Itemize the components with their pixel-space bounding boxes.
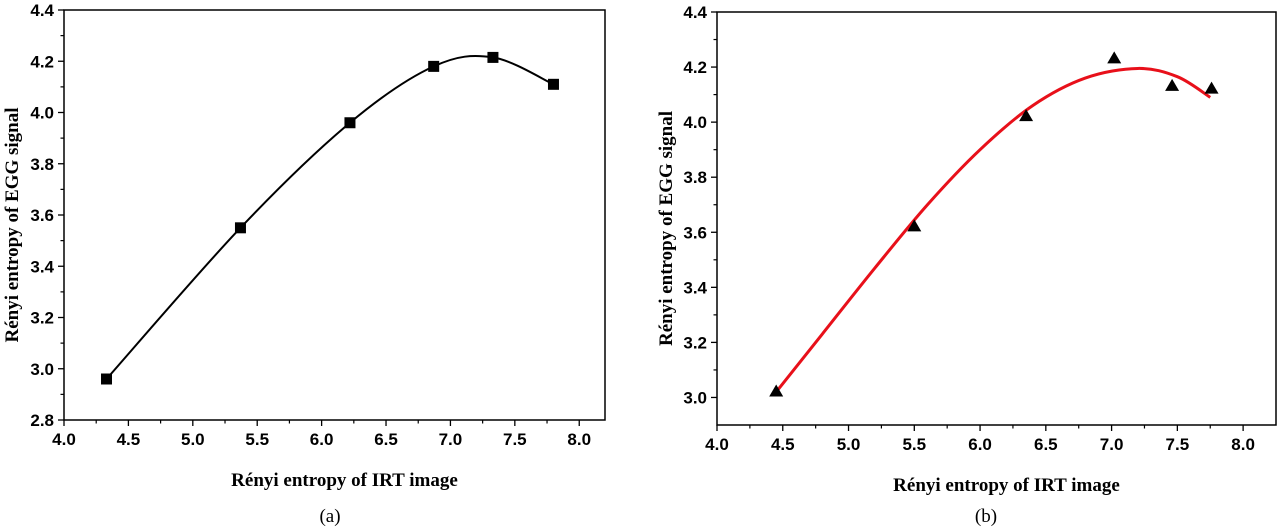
y-tick-label: 4.2 <box>683 58 707 77</box>
data-point <box>547 78 559 90</box>
x-tick-label: 5.0 <box>837 435 861 454</box>
y-tick-label: 3.4 <box>30 257 54 276</box>
data-point <box>234 222 246 234</box>
x-tick-label: 4.5 <box>117 430 141 449</box>
x-tick-label: 4.5 <box>771 435 795 454</box>
data-point <box>101 373 113 385</box>
x-tick-label: 5.5 <box>245 430 269 449</box>
y-tick-label: 3.2 <box>683 333 707 352</box>
x-tick-label: 7.0 <box>439 430 463 449</box>
x-tick-label: 5.0 <box>181 430 205 449</box>
panel-caption: (b) <box>975 506 997 527</box>
x-tick-label: 4.0 <box>705 435 729 454</box>
fit-curve <box>775 66 1212 393</box>
y-tick-label: 3.8 <box>30 155 54 174</box>
data-point <box>1107 51 1122 64</box>
panel-caption: (a) <box>319 506 340 527</box>
y-tick-label: 3.6 <box>683 223 707 242</box>
y-tick-label: 4.4 <box>683 3 707 22</box>
data-point <box>428 60 440 72</box>
x-tick-label: 7.5 <box>1166 435 1190 454</box>
plot-frame <box>63 9 606 421</box>
data-point <box>769 384 784 397</box>
y-tick-label: 4.0 <box>683 113 707 132</box>
fit-curve <box>105 55 554 380</box>
x-tick-label: 6.5 <box>1034 435 1058 454</box>
x-axis-title: Rényi entropy of IRT image <box>893 475 1120 496</box>
x-tick-label: 8.0 <box>567 430 591 449</box>
data-point <box>1019 109 1034 122</box>
data-point <box>1204 81 1219 94</box>
chart-panel-b: 4.0 4.5 5.0 5.5 6.0 6.5 7.0 7.5 8.0 3.0 3.2 3.4 3.6 3… <box>656 3 1277 527</box>
y-tick-label: 3.0 <box>30 360 54 379</box>
x-tick-label: 5.5 <box>902 435 926 454</box>
y-tick-label: 2.8 <box>30 411 54 430</box>
plot-frame <box>716 11 1277 426</box>
chart-panel-a: 4.0 4.5 5.0 5.5 6.0 6.5 7.0 7.5 8.0 2.8 3.0 3.2 3.4 3… <box>2 1 606 527</box>
x-tick-label: 8.0 <box>1231 435 1255 454</box>
y-axis-title: Rényi entropy of EGG signal <box>2 107 23 342</box>
x-tick-label: 6.5 <box>374 430 398 449</box>
data-point <box>487 51 499 63</box>
y-tick-label: 3.0 <box>683 388 707 407</box>
y-tick-label: 4.2 <box>30 52 54 71</box>
x-tick-label: 7.5 <box>503 430 527 449</box>
y-tick-label: 4.4 <box>30 1 54 20</box>
x-tick-label: 6.0 <box>310 430 334 449</box>
y-tick-label: 3.6 <box>30 206 54 225</box>
x-tick-label: 6.0 <box>968 435 992 454</box>
y-tick-label: 3.8 <box>683 168 707 187</box>
data-point <box>344 117 356 129</box>
data-point <box>1165 78 1180 91</box>
x-tick-label: 7.0 <box>1100 435 1124 454</box>
y-tick-label: 4.0 <box>30 104 54 123</box>
data-point <box>907 219 922 232</box>
y-tick-label: 3.4 <box>683 278 707 297</box>
x-tick-label: 4.0 <box>52 430 76 449</box>
y-axis-title: Rényi entropy of EGG signal <box>656 111 677 346</box>
y-tick-label: 3.2 <box>30 309 54 328</box>
x-axis-title: Rényi entropy of IRT image <box>231 470 458 491</box>
